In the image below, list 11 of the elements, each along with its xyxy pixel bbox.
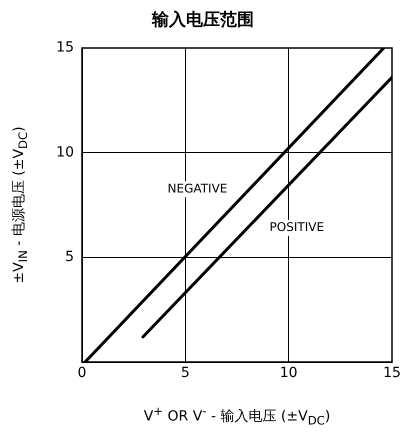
x-tick-label: 0 <box>78 365 86 382</box>
x-tick-label: 15 <box>383 365 401 382</box>
x-axis-title: V$^{+}$ OR V$^{-}$ - 输入电压 (±V$_{DC}$) <box>142 404 332 428</box>
series-label: POSITIVE <box>270 220 324 234</box>
x-tick-label: 5 <box>180 365 190 382</box>
chart-title: 输入电压范围 <box>150 9 255 31</box>
series-label: NEGATIVE <box>168 181 228 196</box>
y-tick-label: 5 <box>65 248 74 265</box>
x-tick-label: 10 <box>280 365 298 382</box>
y-tick-label: 10 <box>56 144 74 160</box>
y-tick-label: 15 <box>56 40 74 56</box>
